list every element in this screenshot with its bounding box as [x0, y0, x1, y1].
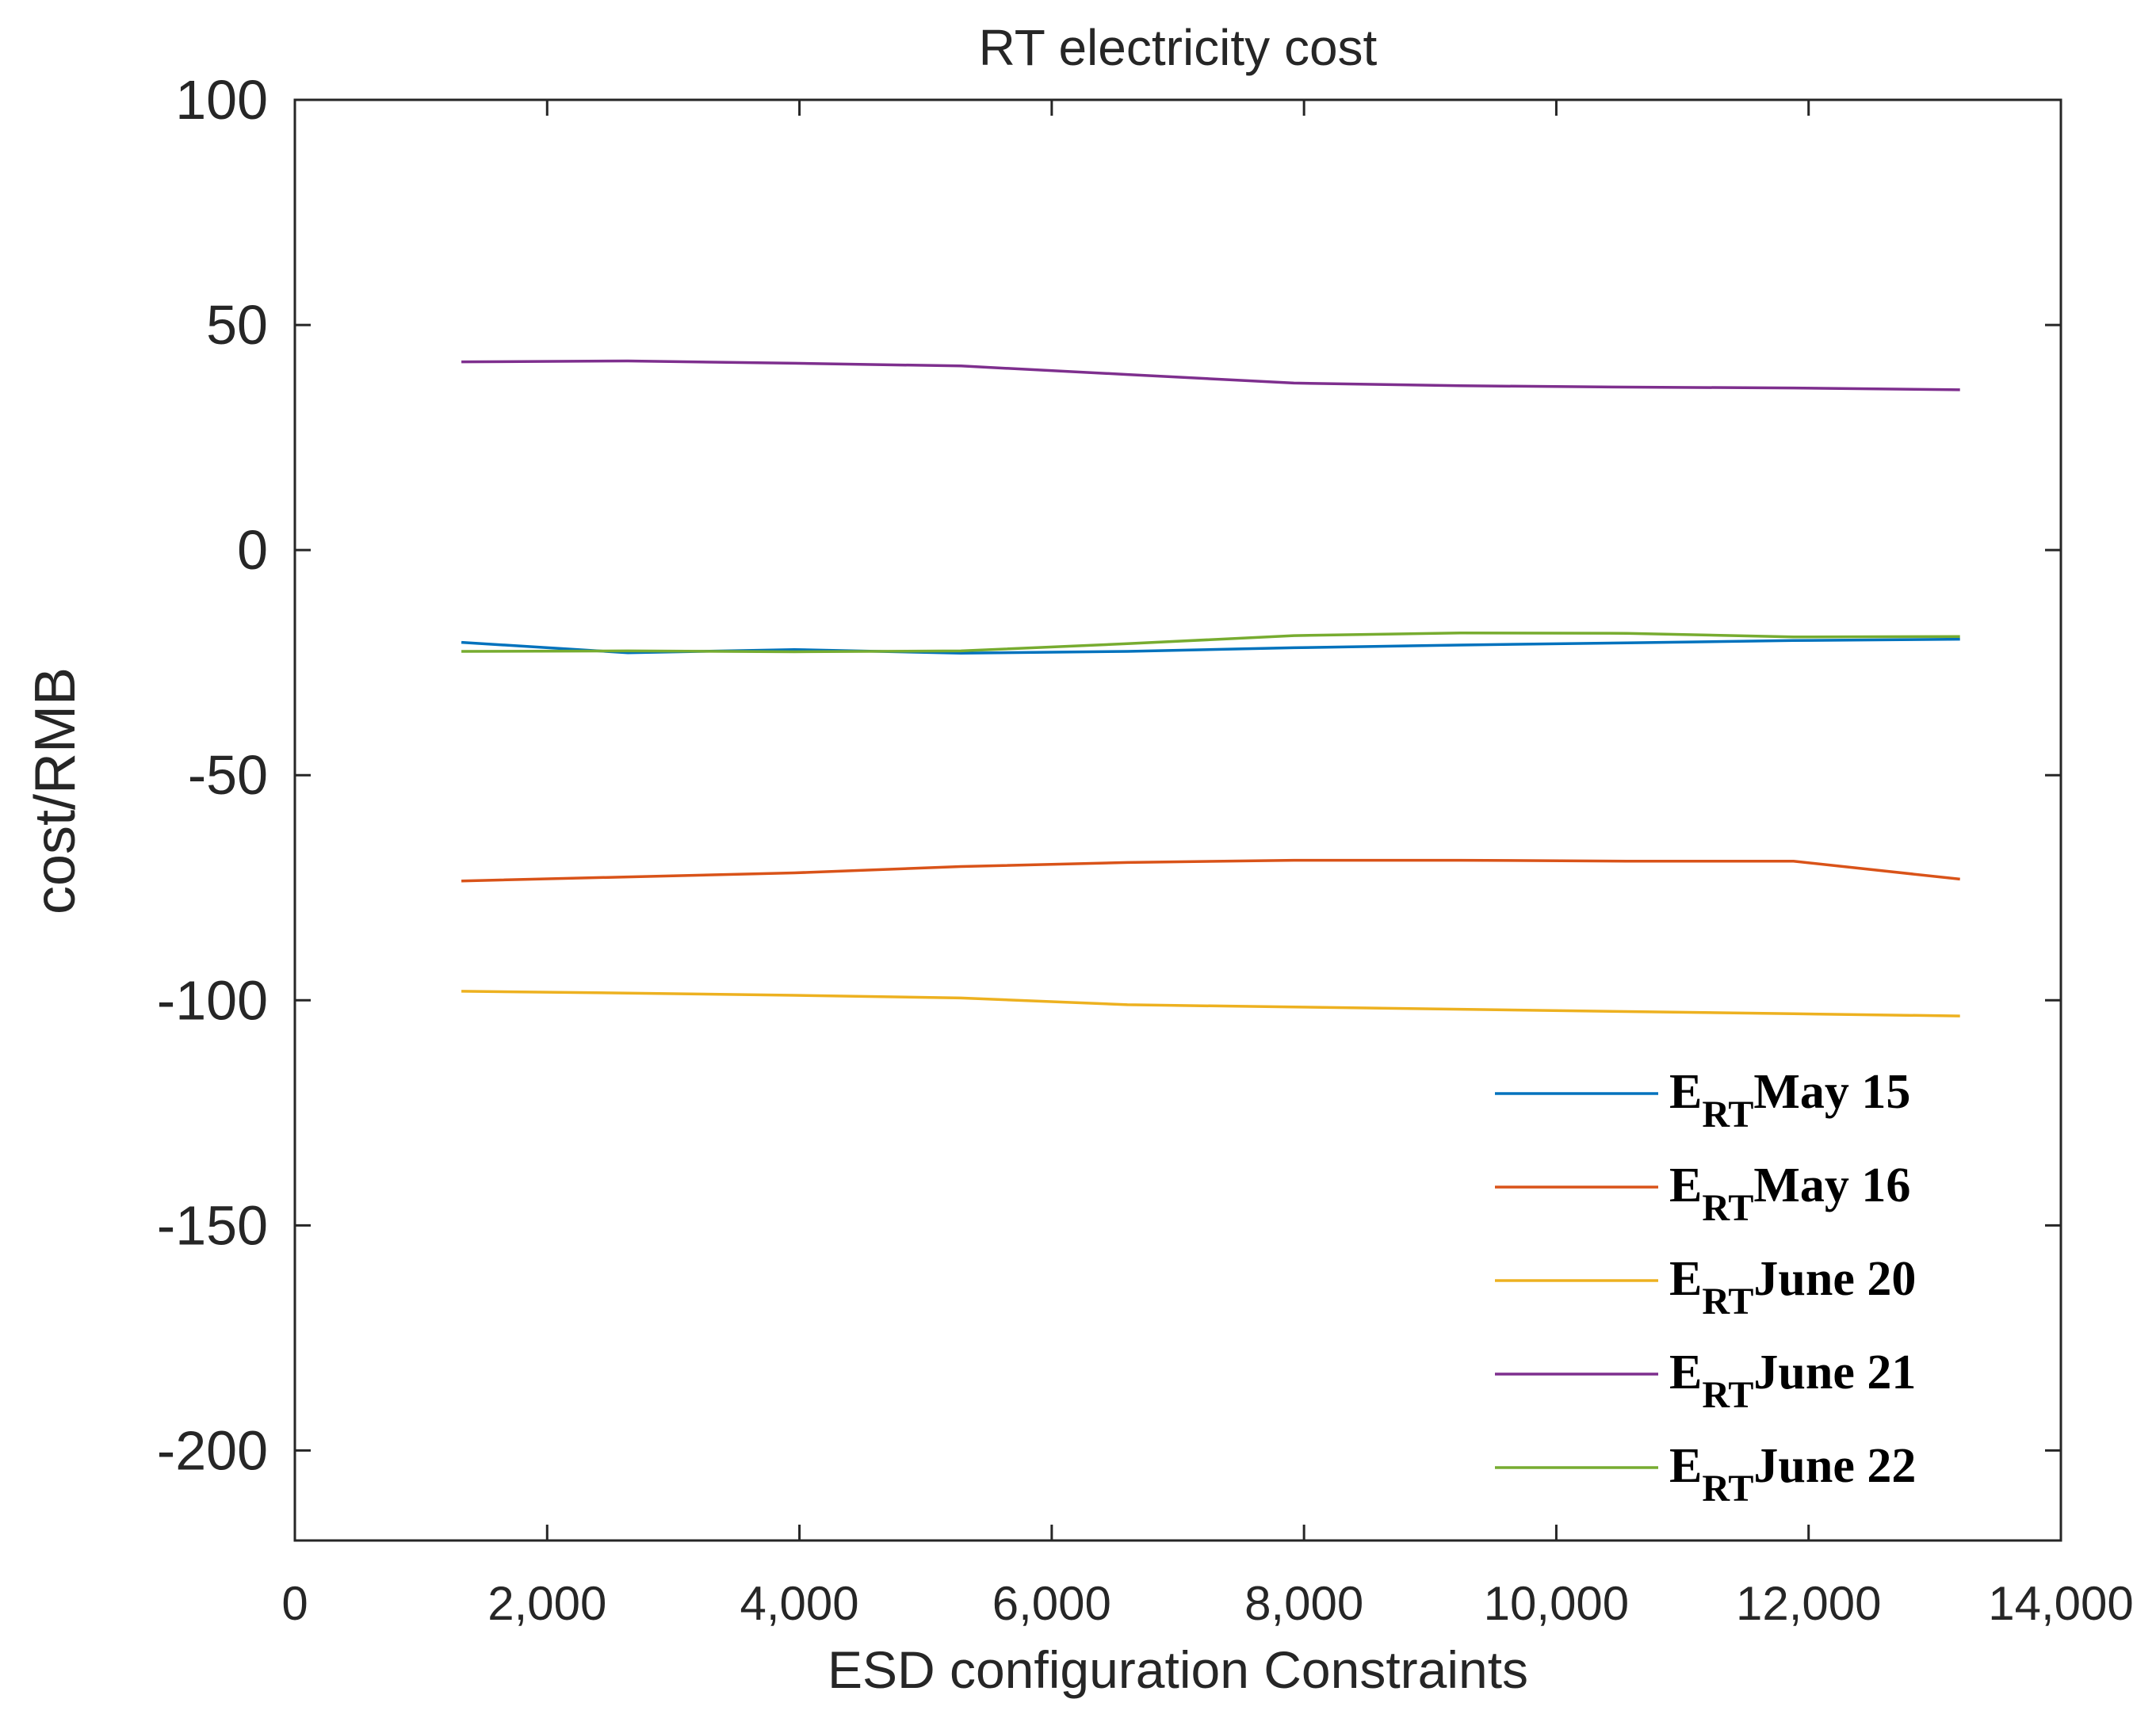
data-point — [1126, 861, 1129, 864]
data-point — [460, 880, 463, 883]
legend-label-subscript: RT — [1702, 1187, 1753, 1229]
data-point — [1292, 634, 1295, 637]
data-point — [626, 649, 629, 652]
y-tick-label: -200 — [157, 1419, 268, 1481]
y-tick-label: 100 — [175, 69, 268, 131]
data-point — [1292, 381, 1295, 384]
data-point — [959, 865, 962, 869]
data-point — [1959, 877, 1962, 880]
data-point — [626, 876, 629, 879]
data-point — [1959, 638, 1962, 641]
legend-label-prefix: E — [1669, 1159, 1702, 1212]
data-point — [1292, 1006, 1295, 1009]
data-point — [1792, 387, 1795, 390]
y-tick-label: -100 — [157, 969, 268, 1031]
data-point — [1126, 373, 1129, 376]
data-point — [1959, 635, 1962, 638]
data-point — [959, 365, 962, 368]
data-point — [1792, 636, 1795, 639]
legend-label-prefix: E — [1669, 1439, 1702, 1493]
y-tick-label: 50 — [206, 294, 268, 356]
legend-label-name: June 20 — [1753, 1252, 1916, 1306]
legend-label: ERTJune 20 — [1669, 1252, 1916, 1323]
legend-label-name: May 15 — [1753, 1065, 1910, 1119]
y-tick-label: -50 — [188, 744, 268, 806]
data-point — [1626, 860, 1629, 863]
x-tick-label: 4,000 — [740, 1577, 858, 1630]
data-point — [1959, 1014, 1962, 1017]
data-point — [1126, 650, 1129, 653]
data-point — [626, 360, 629, 363]
data-point — [460, 650, 463, 653]
legend-label-name: May 16 — [1753, 1159, 1910, 1212]
chart-title: RT electricity cost — [979, 19, 1378, 76]
legend-label-subscript: RT — [1702, 1281, 1753, 1323]
data-point — [793, 994, 796, 997]
data-point — [1458, 859, 1462, 862]
legend-label-subscript: RT — [1702, 1374, 1753, 1416]
data-point — [460, 361, 463, 364]
legend-label-prefix: E — [1669, 1252, 1702, 1306]
data-point — [1126, 1003, 1129, 1006]
legend-label: ERTMay 16 — [1669, 1159, 1910, 1229]
data-point — [460, 990, 463, 993]
x-tick-label: 2,000 — [487, 1577, 606, 1630]
y-tick-label: -150 — [157, 1194, 268, 1256]
x-tick-label: 12,000 — [1736, 1577, 1882, 1630]
legend-label-name: June 21 — [1753, 1346, 1916, 1399]
series-line-june-20 — [461, 990, 1960, 1017]
data-point — [1458, 632, 1462, 635]
data-point — [1458, 643, 1462, 647]
data-point — [1626, 641, 1629, 644]
data-point — [460, 641, 463, 644]
data-point — [1292, 646, 1295, 649]
legend-label-subscript: RT — [1702, 1094, 1753, 1136]
data-point — [1458, 1008, 1462, 1011]
data-point — [793, 361, 796, 365]
data-point — [1458, 384, 1462, 388]
x-tick-label: 10,000 — [1484, 1577, 1630, 1630]
plot-area: 0 2,000 4,000 6,000 8,000 10,000 12,000 14,000 1… — [157, 69, 2134, 1630]
legend-label-prefix: E — [1669, 1346, 1702, 1399]
data-point — [1126, 642, 1129, 645]
y-axis-label: cost/RMB — [24, 667, 87, 914]
data-point — [626, 991, 629, 995]
data-point — [1959, 388, 1962, 391]
x-tick-label: 14,000 — [1988, 1577, 2134, 1630]
x-tick-label: 8,000 — [1244, 1577, 1363, 1630]
data-point — [1792, 639, 1795, 642]
legend-label: ERTMay 15 — [1669, 1065, 1910, 1136]
data-point — [1792, 860, 1795, 863]
data-point — [959, 996, 962, 999]
data-point — [793, 651, 796, 654]
series-line-june-22 — [461, 631, 1960, 654]
axes-box — [293, 98, 2062, 1542]
legend-label-subscript: RT — [1702, 1468, 1753, 1510]
data-point — [1292, 859, 1295, 862]
series-line-june-21 — [461, 359, 1960, 391]
legend-label-prefix: E — [1669, 1065, 1702, 1119]
data-point — [1626, 632, 1629, 635]
data-point — [1626, 1010, 1629, 1013]
x-tick-label: 6,000 — [992, 1577, 1111, 1630]
y-tick-label: 0 — [237, 519, 268, 581]
data-point — [793, 871, 796, 874]
legend-label: ERTJune 21 — [1669, 1346, 1916, 1416]
data-point — [1626, 385, 1629, 388]
x-tick-label: 0 — [281, 1577, 308, 1630]
data-point — [959, 649, 962, 652]
series-line-may-16 — [461, 858, 1960, 883]
x-axis-label: ESD configuration Constraints — [828, 1640, 1528, 1699]
data-point — [1792, 1012, 1795, 1015]
legend-label-name: June 22 — [1753, 1439, 1916, 1493]
legend-label: ERTJune 22 — [1669, 1439, 1916, 1510]
